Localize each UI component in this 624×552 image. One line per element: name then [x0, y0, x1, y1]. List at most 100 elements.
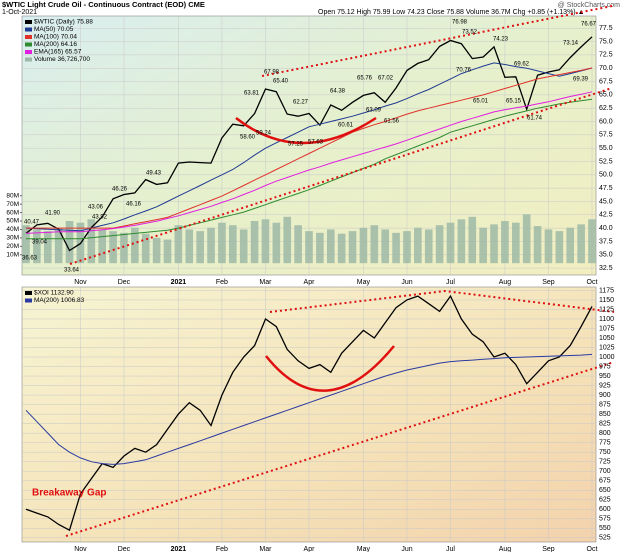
y-tick-label: 850	[599, 411, 611, 418]
y-tick-label: 975	[599, 363, 611, 370]
y2-tick-label: 30M	[6, 235, 19, 242]
volume-bar	[511, 222, 520, 264]
volume-bar	[250, 221, 259, 264]
y-tick-label: 35.0	[599, 252, 613, 259]
y-tick-label: 900	[599, 392, 611, 399]
price-line	[25, 294, 593, 532]
volume-bar	[261, 219, 270, 264]
volume-bar	[424, 229, 433, 264]
y-tick-label: 45.0	[599, 198, 613, 205]
y-tick-label: 42.5	[599, 212, 613, 219]
source: @ StockCharts.com	[558, 2, 621, 9]
price-label: 39.04	[32, 240, 48, 246]
volume-bar	[457, 219, 466, 264]
ma-line	[26, 67, 593, 229]
y-tick-label: 750	[599, 449, 611, 456]
price-label: 65.76	[357, 76, 373, 82]
y-tick-label: 70.0	[599, 65, 613, 72]
y-tick-label: 625	[599, 497, 611, 504]
trendline	[269, 289, 615, 313]
volume-bar	[392, 232, 400, 264]
legend-swatch	[25, 35, 32, 39]
volume-bar	[163, 239, 172, 264]
volume-bar	[207, 227, 215, 264]
ma-line	[25, 62, 593, 232]
y-tick-label: 675	[599, 478, 611, 485]
y-tick-label: 600	[599, 506, 611, 513]
y-tick-label: 32.5	[599, 265, 613, 272]
volume-bar	[131, 227, 139, 264]
x-tick-label: Oct	[587, 546, 598, 552]
volume-bar	[316, 232, 324, 264]
price-label: 61.56	[384, 119, 400, 125]
x-tick-label: Oct	[587, 279, 598, 286]
volume-bar	[348, 231, 357, 264]
legend-label: $WTIC (Daily) 75.88	[34, 19, 93, 26]
x-tick-label: Mar	[259, 279, 272, 286]
y-tick-label: 1050	[599, 335, 615, 342]
volume-bar	[87, 219, 96, 264]
volume-bar	[359, 227, 368, 264]
trendline	[65, 361, 615, 537]
price-label: 67.98	[264, 70, 280, 76]
volume-bar	[566, 227, 575, 264]
y2-tick-label: 50M	[6, 218, 19, 225]
legend-label: MA(200) 1006.83	[34, 297, 85, 304]
x-tick-label: Jul	[446, 546, 455, 552]
legend-swatch	[25, 291, 32, 295]
price-label: 36.63	[22, 256, 38, 262]
y-tick-label: 40.0	[599, 225, 613, 232]
volume-bar	[326, 229, 335, 264]
price-label: 43.92	[92, 215, 108, 221]
volume-bar	[109, 231, 117, 264]
price-line	[25, 36, 593, 252]
price-label: 46.26	[112, 187, 128, 193]
x-tick-label: Apr	[304, 546, 316, 552]
volume-bar	[152, 237, 161, 264]
legend-label: MA(200) 64.16	[34, 41, 77, 48]
y-tick-label: 47.5	[599, 185, 613, 192]
volume-bar	[414, 227, 422, 264]
y-tick-label: 75.0	[599, 38, 613, 45]
volume-bar	[22, 225, 30, 264]
price-label: 76.98	[452, 20, 468, 26]
x-tick-label: Sep	[542, 546, 555, 552]
x-tick-label: Aug	[499, 546, 512, 552]
legend-swatch	[25, 20, 32, 24]
volume-bar	[305, 231, 313, 264]
legend-label: MA(100) 70.04	[34, 34, 77, 41]
price-label: 67.02	[378, 76, 394, 82]
y-tick-label: 1175	[599, 287, 614, 294]
volume-bar	[490, 224, 498, 264]
x-tick-label: Apr	[304, 279, 316, 286]
volume-bar	[533, 226, 542, 264]
price-label: 46.16	[126, 202, 142, 208]
price-label: 65.15	[506, 99, 522, 105]
price-label: 58.60	[240, 135, 256, 141]
annotation: Breakaway Gap	[32, 488, 107, 499]
y-tick-label: 60.0	[599, 118, 613, 125]
volume-bar	[141, 233, 150, 264]
price-label: 69.62	[514, 62, 530, 68]
price-label: 63.81	[244, 91, 260, 97]
x-tick-label: Nov	[74, 546, 87, 552]
price-label: 61.74	[527, 116, 543, 122]
y-tick-label: 1075	[599, 325, 615, 332]
volume-bar	[577, 224, 585, 264]
y-tick-label: 775	[599, 440, 611, 447]
price-label: 64.38	[330, 89, 346, 95]
volume-bar	[33, 229, 41, 264]
y-tick-label: 550	[599, 525, 611, 532]
volume-bar	[370, 225, 379, 264]
legend-swatch	[25, 50, 32, 54]
y-tick-label: 55.0	[599, 145, 613, 152]
price-label: 73.14	[563, 41, 579, 47]
volume-bar	[218, 222, 226, 264]
y-tick-label: 525	[599, 535, 611, 542]
ma-line	[25, 353, 593, 465]
y-tick-label: 57.5	[599, 132, 613, 139]
price-label: 33.64	[64, 268, 80, 274]
price-label: 40.47	[24, 220, 40, 226]
price-label: 65.01	[473, 99, 489, 105]
